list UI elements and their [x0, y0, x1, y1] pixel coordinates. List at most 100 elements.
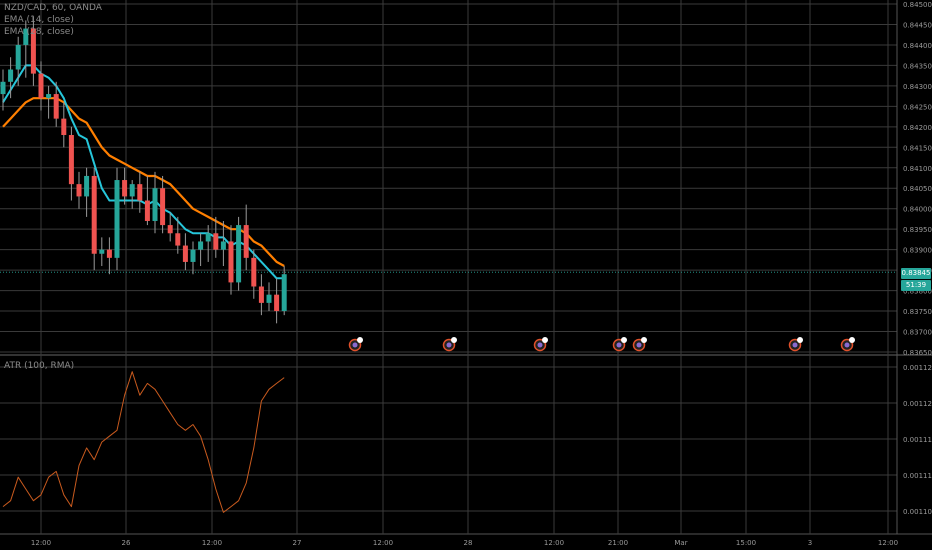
candle — [205, 225, 211, 262]
economic-events[interactable] — [348, 337, 856, 352]
price-tick-label: 0.84000 — [903, 206, 932, 214]
event-badge — [542, 337, 548, 343]
candle — [228, 225, 234, 295]
candle-body — [205, 233, 211, 242]
candle-body — [182, 245, 188, 262]
candle — [213, 216, 219, 258]
time-tick-label: 3 — [808, 539, 812, 547]
candle — [160, 175, 166, 234]
candle — [76, 171, 82, 209]
candle-body — [213, 233, 219, 250]
candle — [23, 20, 29, 78]
candle-body — [61, 118, 67, 136]
legend-atr[interactable]: ATR (100, RMA) — [4, 361, 75, 371]
price-tick-label: 0.84450 — [903, 21, 932, 29]
event-marker-icon — [533, 337, 548, 352]
atr-tick-label: 0.00111 — [903, 472, 932, 480]
time-axis[interactable]: 12:00 26 12:00 27 12:00 28 12:00 21:00 Mar 15:00 3… — [31, 539, 898, 547]
price-tick-label: 0.84150 — [903, 144, 932, 152]
time-tick-label: 12:00 — [878, 539, 898, 547]
time-tick-label: Mar — [674, 539, 687, 547]
event-marker-icon — [632, 337, 647, 352]
candle — [175, 216, 181, 254]
atr-tick-label: 0.00112 — [903, 364, 932, 372]
candle-body — [220, 241, 226, 250]
price-axis[interactable]: 0.84500 0.84450 0.84400 0.84350 0.84300 0.842… — [903, 1, 932, 357]
time-tick-label: 15:00 — [736, 539, 756, 547]
candle — [129, 180, 135, 209]
candle — [53, 81, 59, 127]
time-tick-label: 28 — [464, 539, 473, 547]
candle — [0, 69, 6, 111]
candle — [15, 36, 21, 86]
candle — [220, 220, 226, 267]
event-marker-icon — [840, 337, 855, 352]
time-tick-label: 12:00 — [202, 539, 222, 547]
candle-body — [15, 44, 21, 70]
candle-body — [99, 249, 105, 254]
candle-body — [198, 241, 204, 250]
time-tick-label: 12:00 — [373, 539, 393, 547]
event-badge — [357, 337, 363, 343]
candle-body — [190, 249, 196, 262]
price-tick-label: 0.84100 — [903, 165, 932, 173]
atr-axis[interactable]: 0.00112 0.00112 0.00111 0.00111 0.00110 — [903, 364, 932, 516]
candle — [274, 278, 280, 324]
price-tick-label: 0.83700 — [903, 329, 932, 337]
candle-body — [266, 294, 272, 303]
event-marker-icon — [348, 337, 363, 352]
candle — [122, 167, 128, 205]
event-flag — [636, 342, 642, 348]
candle — [8, 57, 14, 99]
candle — [91, 167, 97, 271]
candle — [38, 61, 44, 111]
candle — [281, 266, 287, 316]
event-badge — [621, 337, 627, 343]
candle — [68, 126, 74, 201]
atr-path — [2, 371, 285, 513]
event-badge — [797, 337, 803, 343]
candle — [243, 204, 249, 271]
candle-body — [167, 225, 173, 234]
ema-slow-line — [2, 97, 285, 267]
price-tick-label: 0.83800 — [903, 288, 932, 296]
legend-symbol[interactable]: NZD/CAD, 60, OANDA — [4, 3, 102, 13]
event-flag — [537, 342, 543, 348]
candle-body — [53, 94, 59, 119]
event-flag — [352, 342, 358, 348]
candle-body — [129, 184, 135, 197]
price-tick-label: 0.83750 — [903, 308, 932, 316]
price-tick-label: 0.84200 — [903, 124, 932, 132]
event-flag — [792, 342, 798, 348]
candle-body — [258, 286, 264, 303]
candle — [137, 171, 143, 213]
candle — [190, 241, 196, 275]
candle — [198, 233, 204, 267]
candle-body — [274, 294, 280, 312]
price-tick-label: 0.84050 — [903, 185, 932, 193]
candle-body — [144, 200, 150, 221]
atr-tick-label: 0.00112 — [903, 400, 932, 408]
candle-body — [68, 135, 74, 185]
candle-body — [236, 225, 242, 283]
event-flag — [616, 342, 622, 348]
candle-body — [251, 257, 257, 287]
event-marker-icon — [788, 337, 803, 352]
event-flag — [844, 342, 850, 348]
candle — [61, 102, 67, 148]
candle — [84, 167, 90, 217]
legend-ema-slow[interactable]: EMA (28, close) — [4, 27, 74, 37]
candle-body — [137, 184, 143, 201]
ema-slow-path — [2, 97, 285, 267]
chart-grid — [0, 0, 932, 535]
legend-ema-fast[interactable]: EMA (14, close) — [4, 15, 74, 25]
price-tick-label: 0.84300 — [903, 83, 932, 91]
event-marker-icon — [442, 337, 457, 352]
atr-line — [2, 371, 285, 513]
last-price-tag: 0.83845 — [901, 268, 931, 279]
bar-countdown-tag: 51:39 — [901, 280, 931, 291]
candle-body — [160, 188, 166, 226]
price-tick-label: 0.84250 — [903, 103, 932, 111]
price-tick-label: 0.83900 — [903, 247, 932, 255]
